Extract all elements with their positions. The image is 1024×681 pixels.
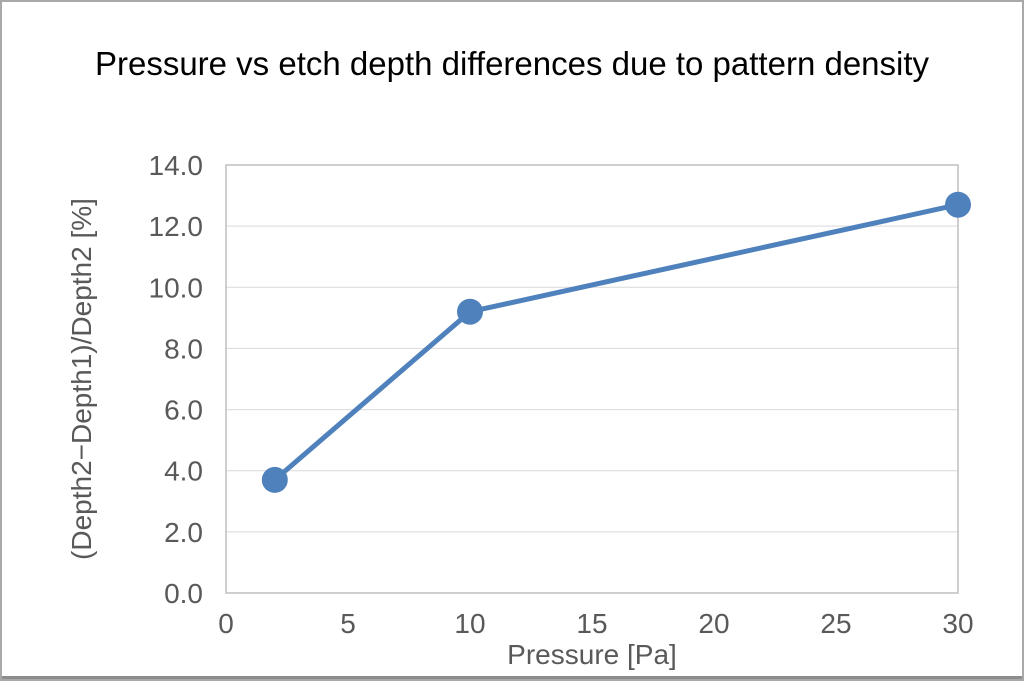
x-tick-label: 20 <box>698 608 729 639</box>
x-tick-label: 5 <box>340 608 356 639</box>
y-tick-label: 6.0 <box>164 395 203 426</box>
chart-title: Pressure vs etch depth differences due t… <box>94 45 930 82</box>
x-tick-label: 15 <box>576 608 607 639</box>
x-tick-label: 0 <box>218 608 234 639</box>
series-line <box>272 202 961 483</box>
y-tick-label: 0.0 <box>164 578 203 609</box>
x-tick-label: 10 <box>454 608 485 639</box>
plot-border <box>225 164 959 594</box>
y-tick-label: 4.0 <box>164 456 203 487</box>
x-axis-title: Pressure [Pa] <box>507 639 677 670</box>
y-tick-label: 2.0 <box>164 517 203 548</box>
data-point-marker <box>945 191 971 218</box>
x-tick-label: 25 <box>820 608 851 639</box>
y-tick-label: 10.0 <box>149 272 204 303</box>
y-tick-label: 8.0 <box>164 333 203 364</box>
data-point-marker <box>457 298 483 325</box>
data-point-marker <box>261 466 288 493</box>
x-tick-label: 30 <box>942 608 973 639</box>
y-tick-label: 12.0 <box>149 211 204 242</box>
y-tick-label: 14.0 <box>149 150 204 181</box>
